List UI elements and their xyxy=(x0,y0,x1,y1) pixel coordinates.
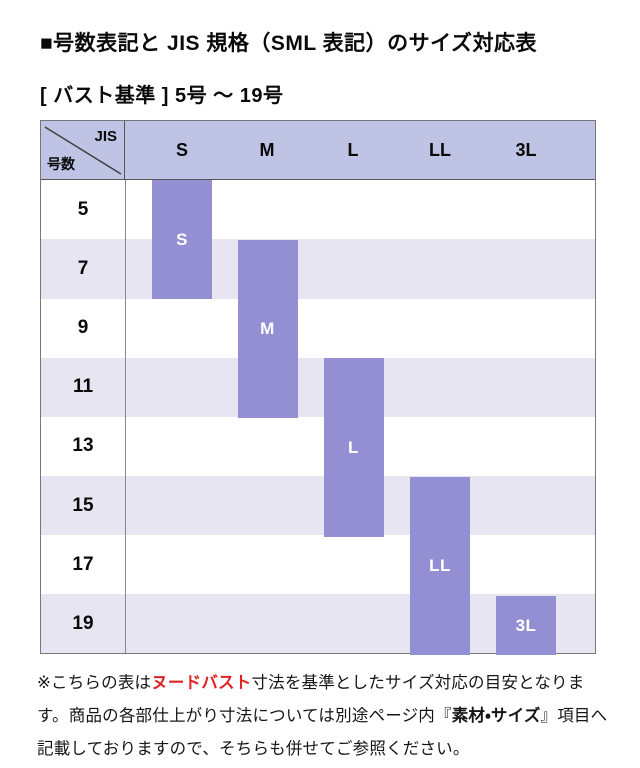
nude-bust-highlight: ヌードバスト xyxy=(151,674,252,693)
col-header-ll: LL xyxy=(429,140,451,161)
table-row-9: 9 xyxy=(41,298,595,358)
col-header-3l: 3L xyxy=(515,140,537,161)
page-subtitle: [ バスト基準 ] 5号 〜 19号 xyxy=(40,85,284,108)
corner-label-gousuu: 号数 xyxy=(47,156,75,173)
col-header-m: M xyxy=(259,140,275,161)
note-text: 』項目へ記載しておりますので、そちらも併せてご参照ください。 xyxy=(37,707,608,759)
corner-label-jis: JIS xyxy=(94,128,117,146)
col-header-l: L xyxy=(347,140,359,161)
row-label-13: 13 xyxy=(72,435,94,457)
row-label-15: 15 xyxy=(72,494,94,516)
size-bar-s: S xyxy=(152,180,212,300)
table-row-17: 17 xyxy=(41,535,595,595)
row-label-7: 7 xyxy=(77,258,89,280)
table-row-15: 15 xyxy=(41,475,595,536)
size-bar-l: L xyxy=(323,358,384,537)
corner-cell: JIS 号数 xyxy=(41,121,125,181)
table-row-11: 11 xyxy=(41,357,595,417)
size-bar-3l: 3L xyxy=(496,595,556,656)
note-text: 寸法を基準としたサイズ対応の目安となります。商品の各部仕上がり寸法については別途… xyxy=(37,674,585,726)
note-text: ※こちらの表は xyxy=(37,674,152,693)
row-label-5: 5 xyxy=(77,198,89,220)
page-title: ■号数表記と JIS 規格（SML 表記）のサイズ対応表 xyxy=(40,32,538,55)
size-correspondence-table: JIS 号数 S M L LL 3L 5 7 9 11 13 15 17 19 … xyxy=(40,120,596,656)
table-row-13: 13 xyxy=(41,416,595,476)
diagonal-line xyxy=(44,126,122,175)
size-bar-ll: LL xyxy=(410,477,470,656)
size-bar-m: M xyxy=(237,239,298,418)
col-header-s: S xyxy=(175,140,188,161)
table-row-5: 5 xyxy=(41,180,595,240)
row-label-17: 17 xyxy=(72,553,94,575)
column-divider-line xyxy=(125,180,126,654)
table-body: 5 7 9 11 13 15 17 19 xyxy=(41,180,595,654)
table-header-row: JIS 号数 S M L LL 3L xyxy=(41,121,595,181)
row-label-19: 19 xyxy=(72,612,94,634)
row-label-11: 11 xyxy=(72,376,94,398)
footer-note: ※こちらの表はヌードバスト寸法を基準としたサイズ対応の目安となります。商品の各部… xyxy=(37,667,613,766)
material-size-highlight: 素材・サイズ xyxy=(451,707,541,726)
row-label-9: 9 xyxy=(77,317,89,339)
table-row-7: 7 xyxy=(41,239,595,299)
